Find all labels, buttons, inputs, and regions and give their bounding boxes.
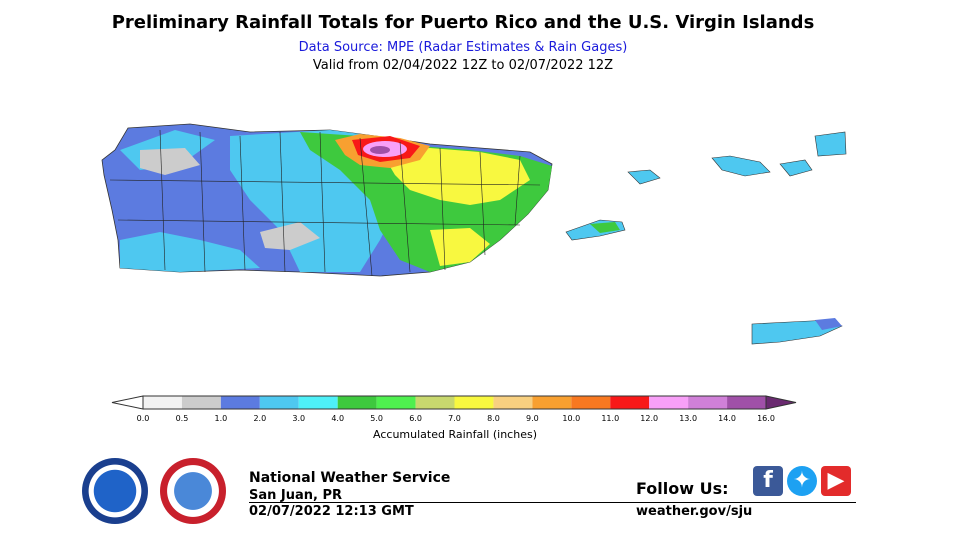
colorbar-tick-label: 12.0 [640, 414, 659, 423]
colorbar-swatch [298, 396, 338, 409]
colorbar-swatch [649, 396, 689, 409]
colorbar-tick-label: 14.0 [718, 414, 736, 423]
twitter-icon[interactable]: ✦ [787, 466, 817, 496]
rain-zone-0-5in [140, 148, 200, 175]
nws-logo-icon [160, 458, 226, 524]
colorbar-tick-label: 9.0 [526, 414, 539, 423]
colorbar-swatch [688, 396, 728, 409]
colorbar-tick-label: 8.0 [487, 414, 500, 423]
website-link[interactable]: weather.gov/sju [636, 504, 753, 519]
colorbar-tick-label: 4.0 [331, 414, 345, 423]
rain-zone-3in-south [120, 232, 260, 272]
colorbar-swatch [532, 396, 572, 409]
st-croix-east [815, 318, 842, 330]
colorbar-tick-label: 6.0 [409, 414, 422, 423]
colorbar-tick-label: 3.0 [292, 414, 306, 423]
youtube-icon[interactable]: ▶ [821, 466, 851, 496]
bvi-island [814, 131, 847, 157]
colorbar-swatch [220, 396, 260, 409]
colorbar-swatch [493, 396, 533, 409]
rain-zone-7in [380, 148, 530, 205]
colorbar-max-arrow [765, 395, 797, 410]
footer-divider [249, 502, 856, 503]
colorbar-swatch [571, 396, 611, 409]
culebra-island [627, 169, 661, 185]
colorbar-tick-label: 0.5 [175, 414, 189, 423]
colorbar-frame [142, 395, 767, 410]
colorbar-tick-label: 0.0 [136, 414, 150, 423]
st-thomas-island [711, 155, 771, 177]
org-name: National Weather Service [249, 470, 451, 486]
noaa-logo-icon [82, 458, 148, 524]
follow-us-label: Follow Us: [636, 479, 729, 498]
colorbar-tick-label: 13.0 [679, 414, 698, 423]
colorbar-tick-label: 16.0 [757, 414, 775, 423]
colorbar-swatch [259, 396, 299, 409]
org-location: San Juan, PR [249, 488, 343, 503]
rain-zone-7in-south [430, 228, 490, 266]
vieques-green [590, 222, 620, 233]
colorbar-tick-label: 1.0 [214, 414, 228, 423]
colorbar-swatch [727, 396, 766, 409]
colorbar-swatch [143, 396, 182, 409]
issue-timestamp: 02/07/2022 12:13 GMT [249, 504, 414, 519]
colorbar-tick-label: 7.0 [448, 414, 461, 423]
colorbar-swatch [337, 396, 377, 409]
rain-max-core-inner [370, 146, 390, 154]
colorbar-swatch [415, 396, 455, 409]
facebook-icon[interactable]: f [753, 466, 783, 496]
rain-zone-0-5in-south [260, 222, 320, 250]
map-title: Preliminary Rainfall Totals for Puerto R… [111, 12, 815, 33]
municipality-borders [109, 129, 541, 277]
colorbar-min-arrow [111, 395, 144, 410]
st-john-island [779, 159, 813, 177]
data-source: Data Source: MPE (Radar Estimates & Rain… [298, 40, 628, 55]
colorbar-swatch [610, 396, 650, 409]
colorbar-tick-label: 2.0 [253, 414, 267, 423]
colorbar-tick-label: 11.0 [601, 414, 620, 423]
rainfall-map [101, 123, 847, 345]
colorbar-swatch [181, 396, 221, 409]
colorbar-swatch [454, 396, 494, 409]
colorbar-tick-label: 5.0 [370, 414, 383, 423]
valid-period: Valid from 02/04/2022 12Z to 02/07/2022 … [312, 58, 614, 73]
colorbar-label: Accumulated Rainfall (inches) [373, 428, 537, 441]
colorbar-swatch [376, 396, 416, 409]
colorbar-tick-label: 10.0 [562, 414, 581, 423]
